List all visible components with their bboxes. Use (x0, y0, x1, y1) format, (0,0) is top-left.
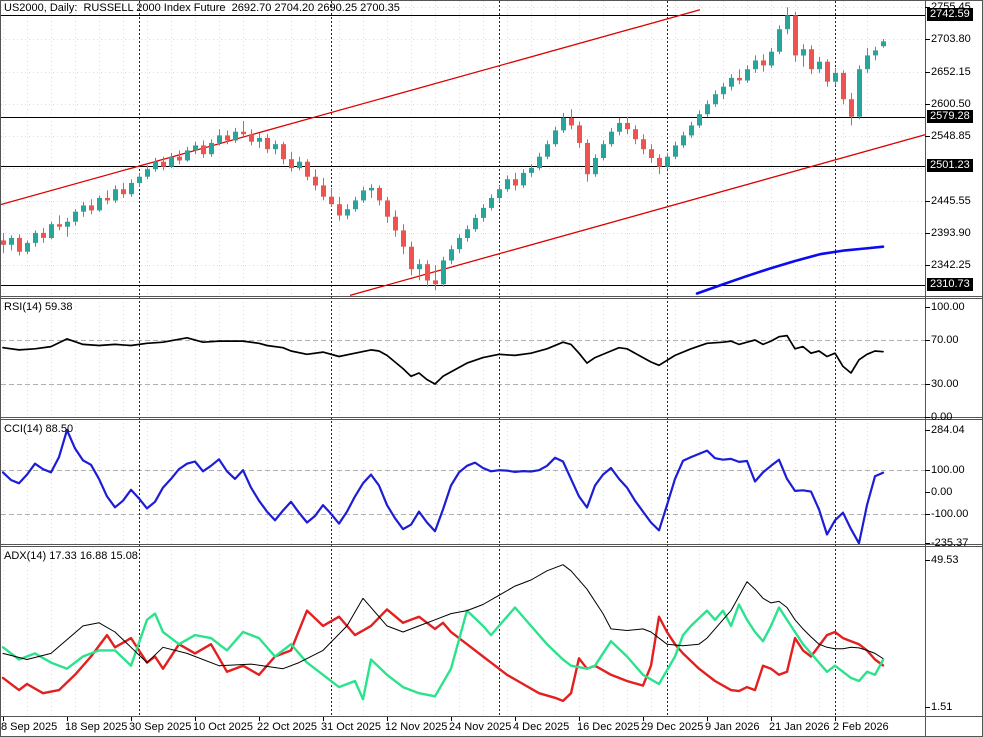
date-axis-label: 12 Nov 2025 (385, 721, 448, 733)
date-axis-label: 16 Dec 2025 (577, 721, 640, 733)
price-badge: 2310.73 (927, 278, 973, 291)
cci-axis-label: 0.00 (931, 486, 953, 498)
rsi-axis-label: 100.00 (931, 301, 965, 313)
price-badge: 2501.23 (927, 159, 973, 172)
date-axis-label: 29 Dec 2025 (641, 721, 704, 733)
price-axis-label: 2703.80 (931, 33, 971, 45)
rsi-axis-label: 0.00 (931, 411, 953, 423)
price-axis-label: 2445.55 (931, 195, 971, 207)
chart-title: US2000, Daily: RUSSELL 2000 Index Future… (4, 2, 400, 14)
date-axis-label: 18 Sep 2025 (65, 721, 128, 733)
date-axis-label: 2 Feb 2026 (833, 721, 889, 733)
date-axis-label: 30 Sep 2025 (129, 721, 192, 733)
cci-axis-label: -235.37 (931, 537, 969, 549)
date-axis-label: 31 Oct 2025 (321, 721, 381, 733)
date-axis-label: 22 Oct 2025 (257, 721, 317, 733)
price-axis-label: 2548.85 (931, 130, 971, 142)
rsi-indicator-label: RSI(14) 59.38 (4, 301, 73, 313)
date-axis-label: 24 Nov 2025 (449, 721, 512, 733)
date-axis-label: 21 Jan 2026 (769, 721, 830, 733)
price-axis-label: 2652.15 (931, 66, 971, 78)
adx-axis-label: 49.53 (931, 554, 959, 566)
cci-axis-label: -100.00 (931, 508, 969, 520)
cci-indicator-label: CCI(14) 88.50 (4, 423, 74, 435)
cci-axis-label: 100.00 (931, 464, 965, 476)
price-badge: 2742.59 (927, 8, 973, 21)
price-axis-label: 2342.25 (931, 259, 971, 271)
date-axis-label: 10 Oct 2025 (193, 721, 253, 733)
date-axis-label: 8 Sep 2025 (1, 721, 58, 733)
price-badge: 2579.28 (927, 110, 973, 123)
date-axis-label: 4 Dec 2025 (513, 721, 570, 733)
adx-axis-label: 1.51 (931, 701, 953, 713)
adx-indicator-label: ADX(14) 17.33 16.88 15.08 (4, 550, 138, 562)
cci-axis-label: 284.04 (931, 424, 965, 436)
rsi-axis-label: 70.00 (931, 334, 959, 346)
date-axis-label: 9 Jan 2026 (705, 721, 760, 733)
price-axis-label: 2600.50 (931, 98, 971, 110)
price-axis-label: 2393.90 (931, 227, 971, 239)
rsi-axis-label: 30.00 (931, 378, 959, 390)
